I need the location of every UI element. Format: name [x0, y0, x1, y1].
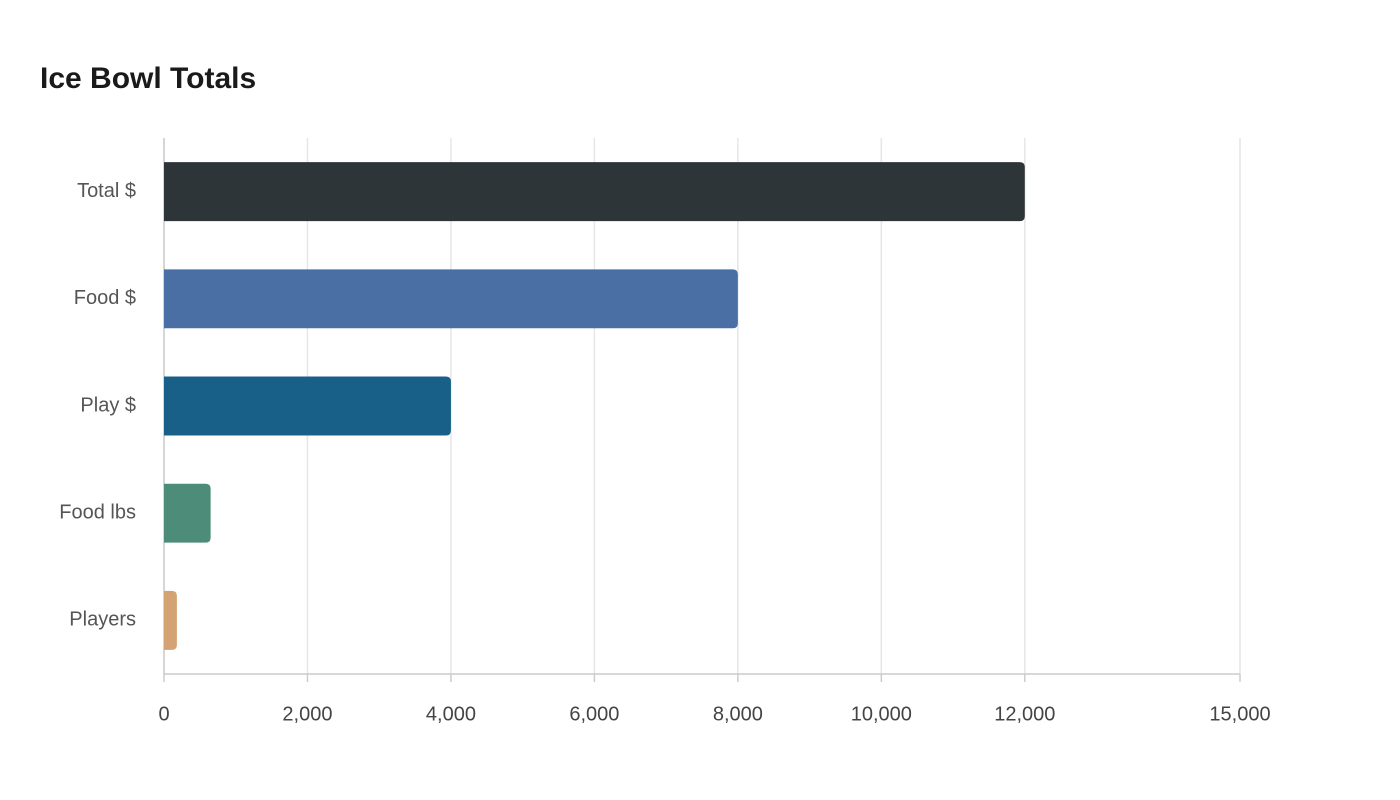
y-tick-label: Total $	[77, 180, 136, 202]
x-tick-label: 4,000	[426, 703, 476, 725]
y-tick-label: Food lbs	[59, 501, 136, 523]
y-tick-label: Play $	[80, 394, 136, 416]
chart-title: Ice Bowl Totals	[40, 62, 256, 95]
x-tick-label: 8,000	[713, 703, 763, 725]
x-tick-label: 15,000	[1209, 703, 1270, 725]
bar	[164, 162, 1025, 222]
y-tick-label: Food $	[74, 287, 136, 309]
x-tick-label: 2,000	[282, 703, 332, 725]
bar	[164, 590, 177, 650]
x-tick-label: 10,000	[851, 703, 912, 725]
bar	[164, 376, 451, 436]
x-tick-label: 12,000	[994, 703, 1055, 725]
bar	[164, 483, 211, 543]
y-tick-label: Players	[69, 609, 136, 631]
x-tick-label: 6,000	[569, 703, 619, 725]
x-tick-label: 0	[158, 703, 169, 725]
bar	[164, 269, 738, 329]
